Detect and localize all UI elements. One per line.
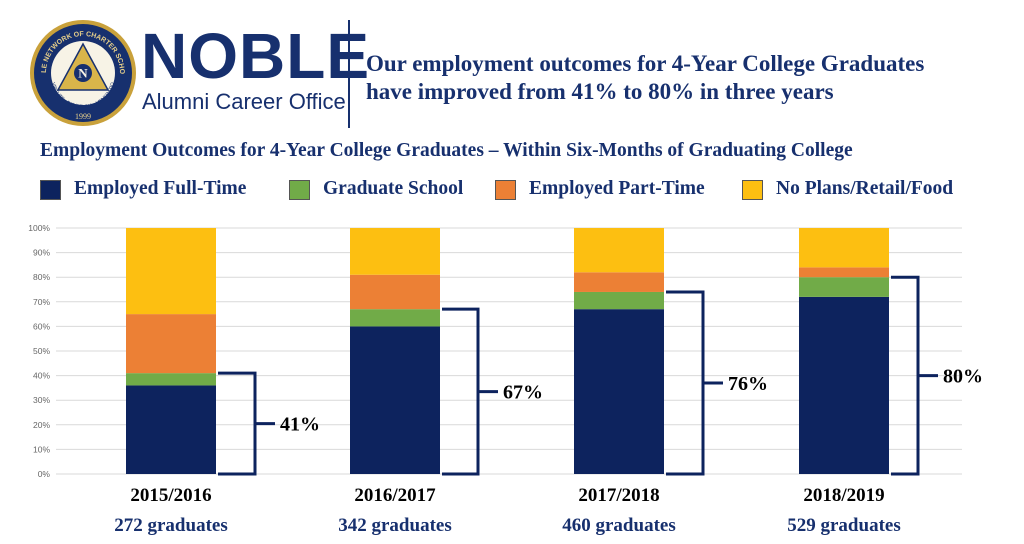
legend-swatch-employed-part-time (495, 180, 516, 200)
bar-segment-graduate-school (574, 291, 664, 310)
bar-segment-employed-part-time (574, 272, 664, 292)
bar-segment-employed-full-time (126, 385, 216, 474)
bar-segment-graduate-school (126, 373, 216, 386)
bar-segment-employed-full-time (799, 296, 889, 474)
bracket-percent-label: 76% (728, 373, 768, 395)
y-tick-label: 30% (33, 395, 50, 405)
headline: Our employment outcomes for 4-Year Colle… (366, 50, 1016, 106)
bar-segment-graduate-school (350, 309, 440, 327)
headline-line-1: Our employment outcomes for 4-Year Colle… (366, 51, 925, 76)
header-divider (348, 20, 350, 128)
brand-subtitle: Alumni Career Office (142, 89, 346, 114)
brand-name: NOBLE (141, 20, 370, 92)
seal-letter: N (78, 66, 88, 81)
graduates-count-label: 272 graduates (114, 515, 227, 536)
legend-label-employed-part-time: Employed Part-Time (529, 178, 705, 199)
y-tick-label: 60% (33, 321, 50, 331)
chart-title: Employment Outcomes for 4-Year College G… (40, 140, 853, 161)
legend-label-employed-full-time: Employed Full-Time (74, 178, 247, 199)
header: NOBLE NETWORK OF CHARTER SCHOOLS N VIRTU… (0, 0, 1024, 135)
bar-segment-no-plans-retail-food (574, 228, 664, 273)
y-tick-label: 70% (33, 297, 50, 307)
y-tick-label: 40% (33, 371, 50, 381)
y-tick-label: 0% (38, 469, 51, 479)
bar-segment-employed-full-time (574, 309, 664, 474)
headline-line-2: have improved from 41% to 80% in three y… (366, 79, 834, 104)
y-tick-label: 50% (33, 346, 50, 356)
legend-swatch-employed-full-time (40, 180, 61, 200)
category-label: 2017/2018 (578, 485, 659, 506)
noble-seal-icon: NOBLE NETWORK OF CHARTER SCHOOLS N VIRTU… (28, 18, 136, 126)
bar-segment-no-plans-retail-food (126, 228, 216, 315)
bracket-percent-label: 67% (503, 382, 543, 404)
stacked-bar-chart: 0% 10% 20% 30% 40% 50% 60% 70% 80% 90% 100% 41% 2015… (28, 223, 983, 536)
bar-segment-graduate-school (799, 277, 889, 297)
y-tick-label: 20% (33, 420, 50, 430)
bracket-percent-label: 41% (280, 414, 320, 436)
legend-swatch-graduate-school (289, 180, 310, 200)
legend-swatch-no-plans (742, 180, 763, 200)
employment-bracket (218, 371, 257, 476)
graduates-count-label: 529 graduates (787, 515, 900, 536)
legend: Employed Full-Time Graduate School Emplo… (0, 172, 1024, 208)
bracket-percent-label: 80% (943, 366, 983, 388)
employment-bracket (666, 290, 705, 476)
bar-segment-employed-part-time (799, 267, 889, 278)
legend-label-graduate-school: Graduate School (323, 178, 464, 199)
bar-segment-no-plans-retail-food (799, 228, 889, 268)
category-label: 2018/2019 (803, 485, 884, 506)
y-tick-label: 80% (33, 272, 50, 282)
seal-year: 1999 (75, 112, 91, 121)
bar-segment-employed-part-time (350, 274, 440, 310)
bar-segment-no-plans-retail-food (350, 228, 440, 275)
y-tick-label: 100% (28, 223, 50, 233)
bar-segment-employed-part-time (126, 314, 216, 374)
y-tick-label: 10% (33, 444, 50, 454)
legend-label-no-plans: No Plans/Retail/Food (776, 178, 954, 199)
graduates-count-label: 342 graduates (338, 515, 451, 536)
bar-segment-employed-full-time (350, 326, 440, 474)
category-label: 2015/2016 (130, 485, 211, 506)
y-tick-label: 90% (33, 248, 50, 258)
category-label: 2016/2017 (354, 485, 436, 506)
graduates-count-label: 460 graduates (562, 515, 675, 536)
